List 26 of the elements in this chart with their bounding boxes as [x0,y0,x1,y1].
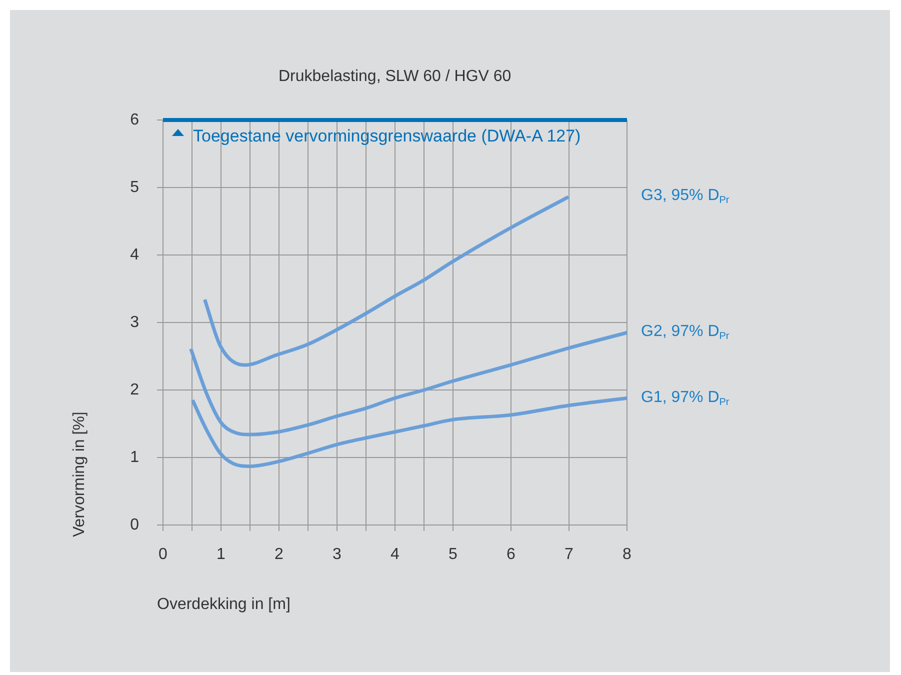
x-tick-label: 3 [332,546,342,564]
legend-label: Toegestane vervormingsgrenswaarde (DWA-A 127) [193,126,581,146]
text: G3, 95% D$_{Pr}$ [641,187,730,206]
y-tick-label: 5 [130,178,140,196]
x-tick-label: 6 [506,546,516,564]
line-series [189,330,629,436]
y-tick-label: 6 [130,111,140,128]
line-series [190,396,629,468]
x-tick-label: 8 [622,546,632,564]
line-series [203,195,570,367]
x-tick-label: 4 [390,546,400,564]
x-tick-label: 2 [274,546,284,564]
series-label: G2, 97% D$_{Pr}$ [641,323,730,342]
y-tick-label: 4 [130,246,140,264]
series-label: G1, 97% D$_{Pr}$ [641,388,730,408]
y-tick-label: 1 [130,448,140,466]
x-tick-label: 1 [216,546,226,564]
y-axis-title: Vervorming in [%] [71,412,89,537]
y-tick-label: 2 [130,381,140,398]
y-tick-label: 3 [130,314,140,331]
x-tick-label: 5 [448,546,458,564]
x-tick-label: 0 [158,546,168,564]
x-tick-label: 7 [564,546,574,564]
chart-title: Drukbelasting, SLW 60 / HGV 60 [278,68,512,86]
x-axis-title: Overdekking in [m] [157,596,290,614]
y-tick-label: 0 [130,516,140,534]
